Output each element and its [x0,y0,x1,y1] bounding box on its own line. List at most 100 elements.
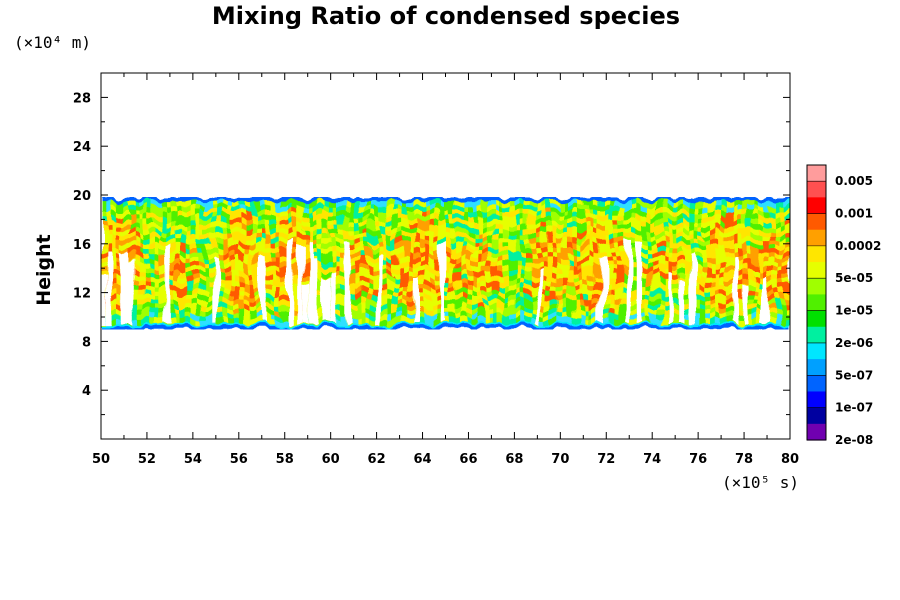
heatmap-cell [101,219,108,226]
heatmap-cell [270,205,277,212]
heatmap-cell [101,233,108,240]
heatmap-cell [175,313,182,320]
heatmap-cell [434,318,441,324]
heatmap-cell [668,233,675,240]
heatmap-cell [445,252,452,259]
heatmap-cell [472,309,479,315]
heatmap-cell [403,229,410,235]
heatmap-cell [699,210,706,216]
heatmap-cell [466,224,473,231]
heatmap-cell [360,313,367,320]
heatmap-cell [408,215,415,221]
heatmap-cell [265,313,272,320]
heatmap-cell [604,252,611,259]
heatmap-cell [726,266,733,273]
heatmap-cell [270,229,277,235]
heatmap-cell [201,276,208,282]
heatmap-cell [768,280,775,287]
heatmap-cell [238,280,245,287]
heatmap-cell [249,280,256,287]
heatmap-cell [127,224,134,231]
heatmap-cell [196,215,203,221]
heatmap-cell [392,233,399,240]
heatmap-cell [408,290,415,296]
heatmap-cell [185,243,192,249]
heatmap-cell [493,309,500,315]
heatmap-cell [169,205,176,212]
heatmap-cell [461,271,468,277]
heatmap-cell [514,201,521,207]
heatmap-cell [164,238,171,245]
heatmap-cell [646,201,653,207]
heatmap-cell [747,233,754,240]
heatmap-cell [244,257,251,263]
heatmap-cell [562,229,569,235]
heatmap-cell [228,304,235,310]
heatmap-cell [143,238,150,245]
heatmap-cell [281,229,288,235]
heatmap-cell [334,290,341,296]
heatmap-cell [774,276,781,282]
heatmap-cell [784,276,790,282]
heatmap-cell [244,210,251,216]
heatmap-cell [747,252,754,259]
heatmap-cell [132,271,139,277]
heatmap-cell [397,243,404,249]
heatmap-cell [334,257,341,263]
heatmap-cell [244,224,251,231]
heatmap-cell [371,257,378,263]
heatmap-cell [122,229,129,235]
heatmap-cell [318,229,325,235]
heatmap-cell [429,252,436,259]
colorbar-swatch [807,407,826,425]
colorbar-label: 0.0002 [835,239,881,253]
heatmap-cell [387,266,394,273]
heatmap-cell [556,271,563,277]
heatmap-cell [138,299,145,306]
heatmap-cell [191,252,198,259]
heatmap-cell [313,229,320,235]
heatmap-cell [307,233,314,240]
y-tick-label: 8 [82,335,91,350]
heatmap-cell [525,304,532,310]
heatmap-cell [238,233,245,240]
heatmap-cell [631,229,638,235]
heatmap-cell [593,318,600,324]
heatmap-cell [747,248,754,254]
heatmap-cell [498,262,505,268]
heatmap-cell [334,276,341,282]
heatmap-cell [673,229,680,235]
heatmap-cell [159,290,166,296]
heatmap-cell [339,219,346,226]
heatmap-cell [684,215,691,221]
heatmap-cell [742,252,749,259]
heatmap-cell [275,215,282,221]
heatmap-cell [434,266,441,273]
heatmap-cell [159,280,166,287]
heatmap-cell [180,248,187,254]
heatmap-gap [122,251,133,324]
heatmap-cell [784,215,790,221]
heatmap-cell [562,224,569,231]
heatmap-cell [472,252,479,259]
heatmap-cell [350,257,357,263]
heatmap-cell [434,271,441,277]
heatmap-cell [578,248,585,254]
heatmap-cell [445,290,452,296]
colorbar-label: 5e-07 [835,368,873,382]
heatmap-cell [578,201,585,207]
heatmap-cell [673,201,680,207]
heatmap-cell [360,285,367,292]
heatmap-cell [752,215,759,221]
heatmap-cell [350,299,357,306]
heatmap-cell [578,205,585,212]
heatmap-cell [334,219,341,226]
heatmap-cell [408,285,415,292]
heatmap-cell [525,229,532,235]
heatmap-cell [588,219,595,226]
heatmap-cell [154,201,161,207]
heatmap-cell [159,266,166,273]
heatmap-cell [424,304,431,310]
heatmap-cell [371,238,378,245]
heatmap-cell [678,257,685,263]
